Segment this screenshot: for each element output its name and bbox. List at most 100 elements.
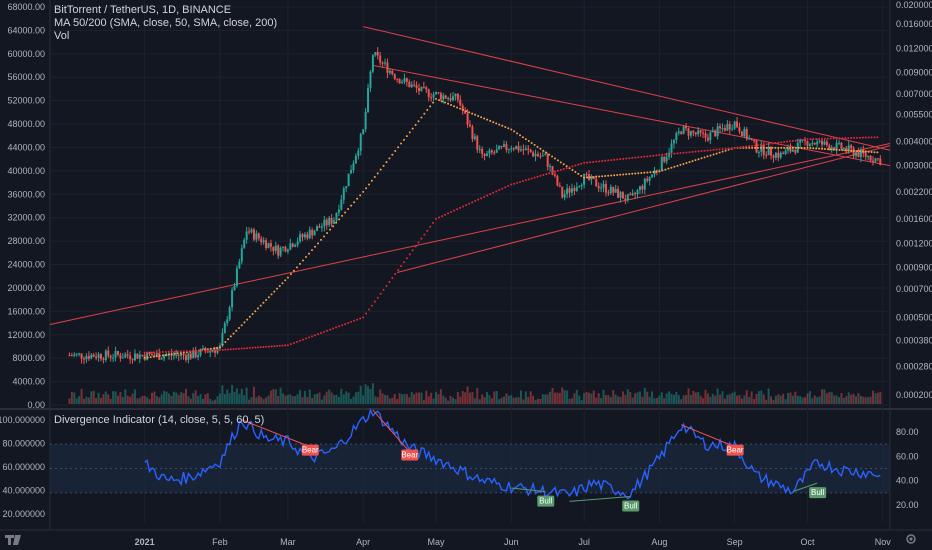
volume-bar (274, 389, 277, 404)
candle-body (221, 333, 224, 346)
ma-dot (688, 161, 691, 164)
candle-body (842, 147, 845, 149)
rsi-left-tick-label: 100.000000 (0, 415, 45, 425)
ma-dot (709, 154, 712, 157)
symbol-legend[interactable]: BitTorrent / TetherUS, 1D, BINANCE (54, 4, 232, 16)
ma-dot (721, 150, 724, 153)
candle-body (325, 219, 328, 226)
candle-body (765, 155, 768, 157)
candle-body (184, 355, 187, 360)
gear-icon[interactable] (904, 532, 918, 546)
ma-dot (221, 343, 224, 346)
candle-body (714, 130, 717, 137)
candle-body (311, 229, 314, 236)
candle-body (716, 126, 719, 137)
candle-body (774, 152, 777, 158)
ma-dot (465, 110, 468, 113)
ma-dot (628, 173, 631, 176)
ma-dot (382, 164, 385, 167)
volume-bar (408, 397, 411, 404)
volume-bar (733, 391, 736, 404)
volume-bar (821, 389, 824, 404)
right-axis-tick-label: 0.005500 (896, 109, 932, 119)
ma-dot (353, 319, 356, 322)
volume-bar (369, 389, 372, 404)
ma-dot (423, 233, 426, 236)
divergence-labels: Bear Bear Bull Bull Bear Bull (241, 409, 827, 512)
ma-dot (326, 232, 329, 235)
candle-body (502, 144, 505, 147)
volume-bar (855, 396, 858, 404)
ma-dot (625, 157, 628, 160)
tradingview-logo-icon[interactable] (4, 532, 22, 546)
ma-dot (164, 350, 167, 353)
volume-bar (597, 393, 600, 404)
volume-bar (415, 392, 418, 404)
candle-body (252, 229, 255, 240)
volume-bar (621, 391, 624, 404)
ma-dot (670, 152, 673, 155)
candle-body (248, 231, 251, 233)
ma-dot (235, 347, 238, 350)
volume-bar (386, 395, 389, 404)
ma-dot (721, 148, 724, 151)
ma-dot (161, 350, 164, 353)
volume-bar (648, 396, 651, 404)
ma-dot (583, 161, 586, 164)
ma-dot (489, 193, 492, 196)
candle-body (578, 186, 581, 188)
left-axis-tick-label: 20000.00 (7, 283, 45, 293)
ma-dot (542, 149, 545, 152)
volume-bar (600, 398, 603, 404)
ma-legend[interactable]: MA 50/200 (SMA, close, 50, SMA, close, 2… (54, 17, 278, 29)
ma-dot (589, 161, 592, 164)
ma-dot (232, 348, 235, 351)
volume-bar (301, 397, 304, 404)
candle-body (685, 126, 688, 129)
ma-dot (170, 350, 173, 353)
candle-body (534, 154, 537, 157)
ma-dot (376, 296, 379, 299)
indicator-legend[interactable]: Divergence Indicator (14, close, 5, 5, 6… (54, 414, 265, 426)
volume-bar (590, 393, 593, 404)
volume-bar (257, 395, 260, 404)
candle-body (651, 174, 654, 178)
ma-dot (580, 162, 583, 165)
ma-dot (276, 344, 279, 347)
volume-bar (403, 394, 406, 404)
candle-body (500, 145, 503, 147)
candle-body (677, 131, 680, 134)
volume-bar (587, 392, 590, 404)
candle-body (301, 234, 304, 238)
volume-legend[interactable]: Vol (54, 30, 70, 42)
rsi-left-tick-label: 40.000000 (2, 486, 45, 496)
candle-body (532, 152, 535, 157)
ma-dot (679, 152, 682, 155)
divergence-line (372, 409, 410, 452)
ma-dot (155, 355, 158, 358)
volume-bar (604, 394, 607, 404)
volume-bar (75, 398, 78, 404)
ma-dot (286, 276, 289, 279)
ma-dot (400, 142, 403, 145)
volume-bar (107, 394, 110, 404)
candle-body (828, 145, 831, 150)
candle-body (92, 354, 95, 357)
ma-dot (539, 174, 542, 177)
volume-bar (201, 398, 204, 404)
ma-dot (501, 187, 504, 190)
volume-bar (811, 398, 814, 404)
candle-body (825, 141, 828, 146)
candle-body (459, 99, 462, 106)
ma-dot (580, 174, 583, 177)
candle-body (512, 148, 515, 150)
right-axis-tick-label: 0.000500 (896, 312, 932, 322)
ma-dot (619, 158, 622, 161)
candle-body (68, 355, 71, 357)
ma-dot (414, 245, 417, 248)
ma-dot (405, 257, 408, 260)
ma-dot (855, 150, 858, 153)
candle-body (444, 95, 447, 99)
divergence-line (792, 482, 818, 493)
ma-dot (592, 160, 595, 163)
